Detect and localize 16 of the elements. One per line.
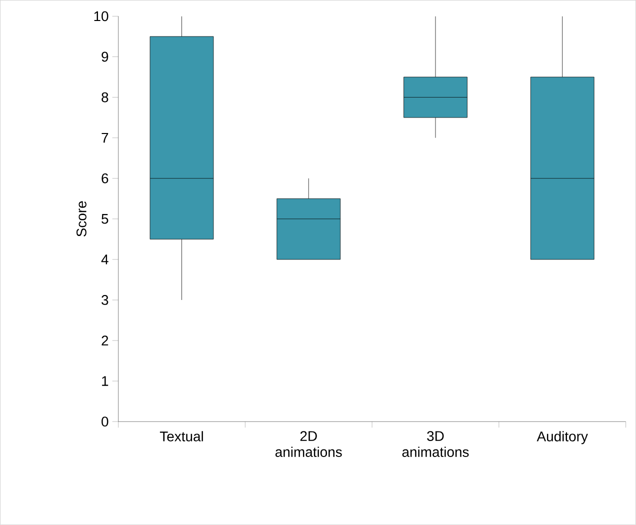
y-tick-label: 8 (102, 92, 108, 102)
y-tick-label: 10 (94, 11, 108, 22)
y-tick-label: 2 (102, 336, 108, 346)
y-axis-title: Score (76, 201, 86, 237)
y-tick-label: 6 (102, 173, 108, 184)
x-tick-label: Auditory (536, 431, 588, 444)
y-tick-label: 7 (102, 133, 108, 143)
x-tick-label: 2D animations (275, 431, 342, 458)
x-tick-label: Textual (160, 431, 203, 442)
y-tick-label: 3 (102, 295, 108, 305)
y-tick-label: 9 (102, 52, 108, 62)
y-tick-label: 1 (102, 376, 108, 386)
x-tick-label: 3D animations (402, 431, 469, 458)
y-tick-label: 5 (102, 214, 108, 224)
y-tick-label: 4 (101, 254, 108, 264)
y-tick-label: 0 (102, 416, 108, 427)
